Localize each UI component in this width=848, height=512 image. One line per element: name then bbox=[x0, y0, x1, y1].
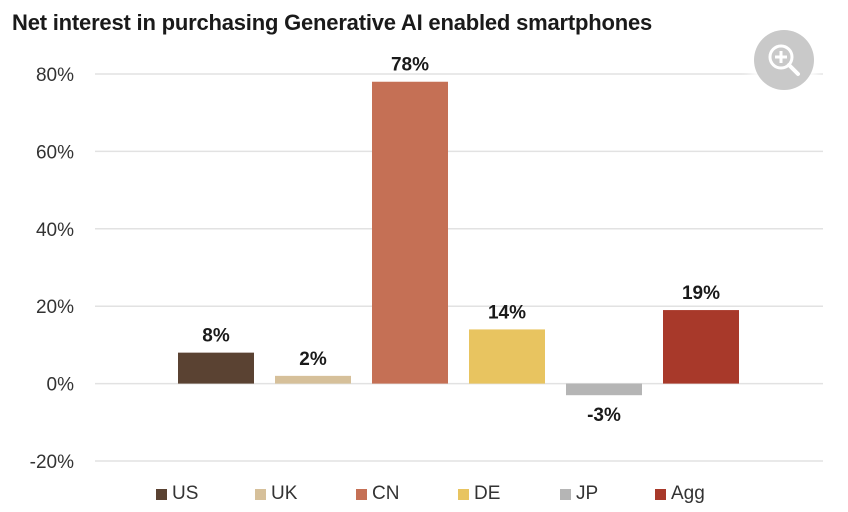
legend-item-us: US bbox=[156, 483, 198, 505]
zoom-in-icon bbox=[768, 44, 800, 76]
y-tick-label: 0% bbox=[47, 375, 75, 396]
y-axis: 80% 60% 40% 20% 0% -20% bbox=[30, 65, 74, 473]
zoom-button[interactable] bbox=[754, 30, 814, 90]
y-tick-label: 60% bbox=[36, 142, 74, 163]
gridlines bbox=[95, 73, 823, 462]
y-tick-label: 40% bbox=[36, 220, 74, 241]
data-label-agg: 19% bbox=[682, 283, 720, 304]
legend-label: DE bbox=[474, 483, 501, 504]
bars bbox=[178, 81, 739, 396]
legend-label: JP bbox=[576, 483, 599, 504]
legend-item-agg: Agg bbox=[655, 483, 705, 505]
legend-item-jp: JP bbox=[560, 483, 598, 505]
legend-swatch bbox=[156, 488, 167, 500]
legend-swatch bbox=[458, 488, 469, 500]
y-tick-label: 80% bbox=[36, 65, 74, 86]
legend-swatch bbox=[255, 488, 266, 500]
legend-label: UK bbox=[271, 483, 298, 504]
data-label-de: 14% bbox=[488, 302, 526, 323]
data-label-us: 8% bbox=[202, 326, 230, 347]
legend-item-de: DE bbox=[458, 483, 500, 505]
data-labels: 8% 2% 78% 14% -3% 19% bbox=[202, 55, 720, 426]
legend-swatch bbox=[560, 488, 571, 500]
bar-de bbox=[469, 329, 545, 384]
data-label-jp: -3% bbox=[587, 405, 621, 426]
chart-title: Net interest in purchasing Generative AI… bbox=[12, 10, 653, 35]
legend-swatch bbox=[356, 488, 367, 500]
y-tick-label: -20% bbox=[30, 452, 74, 473]
legend-item-uk: UK bbox=[255, 483, 297, 505]
bar-us bbox=[178, 352, 254, 384]
bar-cn bbox=[372, 81, 448, 384]
bar-agg bbox=[663, 310, 739, 384]
legend-label: CN bbox=[372, 483, 400, 504]
bar-uk bbox=[275, 375, 351, 384]
legend-item-cn: CN bbox=[356, 483, 399, 505]
bar-jp bbox=[566, 383, 642, 396]
legend-swatch bbox=[655, 488, 666, 500]
data-label-uk: 2% bbox=[299, 349, 327, 370]
y-tick-label: 20% bbox=[36, 297, 74, 318]
data-label-cn: 78% bbox=[391, 55, 429, 76]
legend-label: US bbox=[172, 483, 199, 504]
legend-label: Agg bbox=[671, 483, 705, 504]
